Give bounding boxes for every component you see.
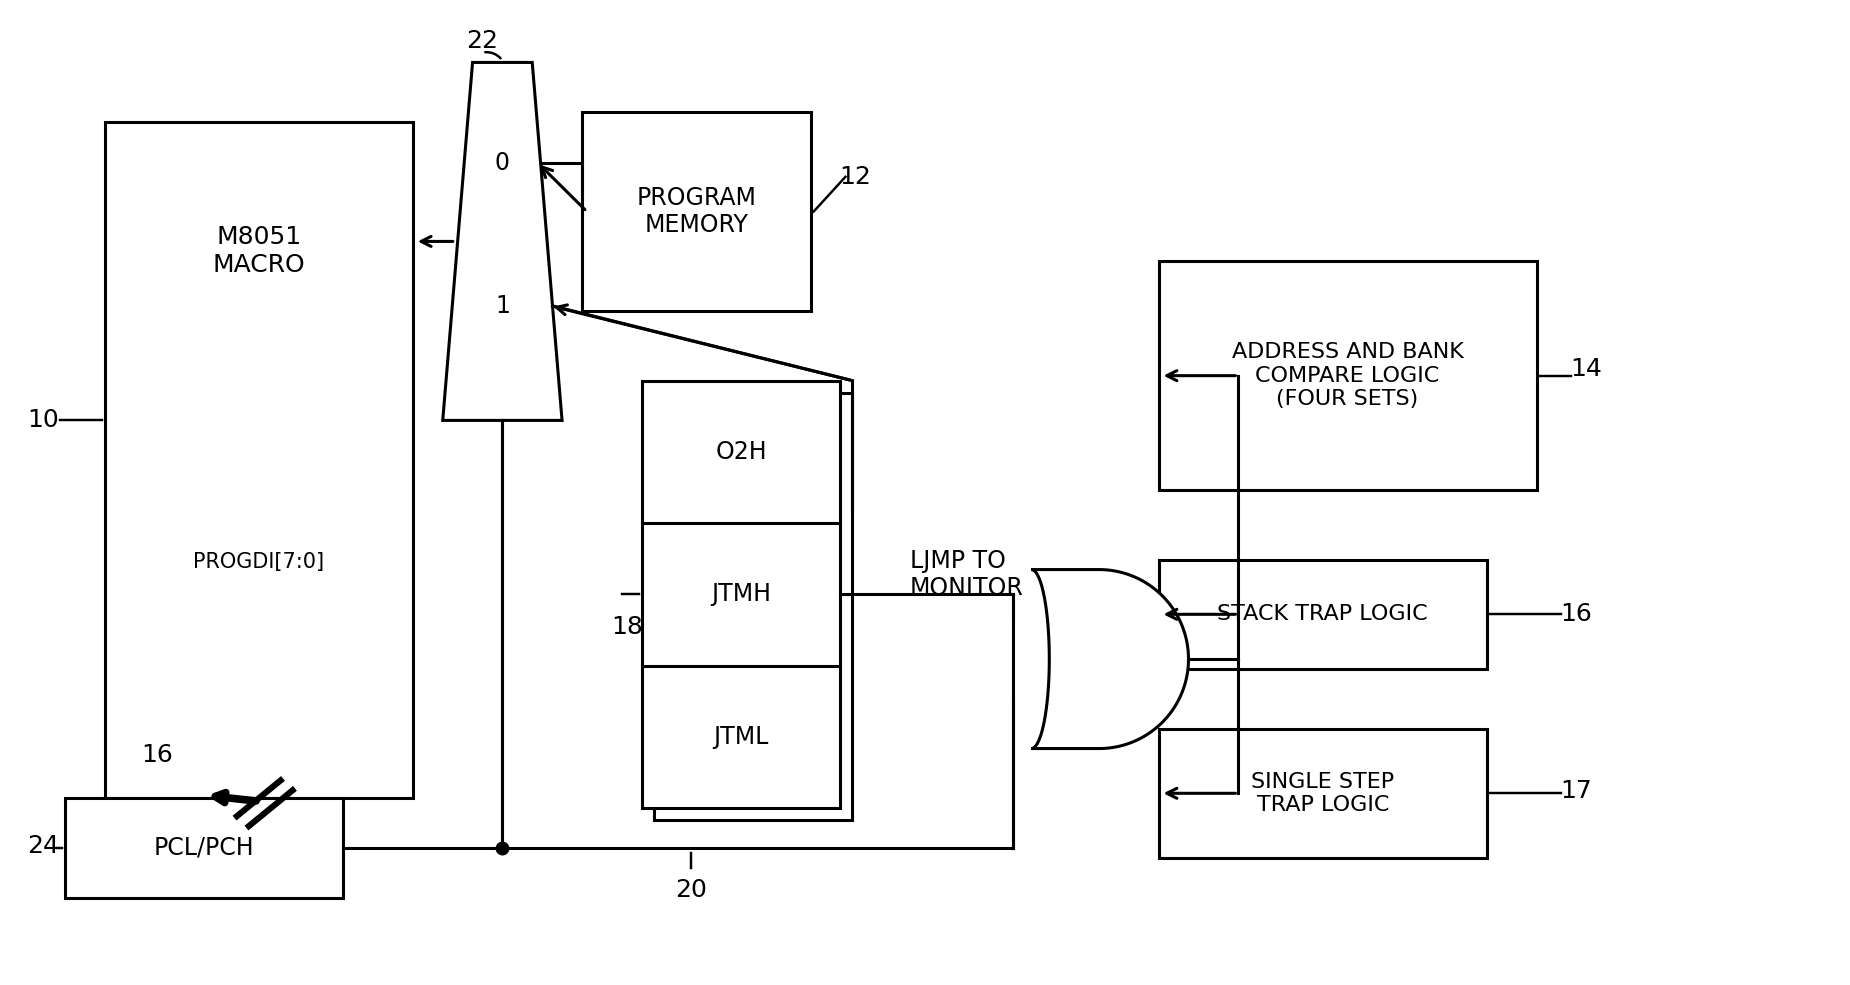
Text: 24: 24: [28, 834, 59, 858]
Text: 1: 1: [496, 294, 511, 318]
Text: ADDRESS AND BANK
COMPARE LOGIC
(FOUR SETS): ADDRESS AND BANK COMPARE LOGIC (FOUR SET…: [1232, 343, 1463, 409]
Bar: [105, 122, 413, 798]
Bar: [642, 380, 840, 809]
Text: 22: 22: [466, 29, 498, 52]
Text: 18: 18: [610, 616, 642, 639]
Text: 16: 16: [1560, 602, 1593, 626]
Text: M8051
MACRO: M8051 MACRO: [213, 226, 305, 277]
Text: SINGLE STEP
TRAP LOGIC: SINGLE STEP TRAP LOGIC: [1251, 771, 1395, 815]
Polygon shape: [442, 62, 562, 421]
Text: 20: 20: [675, 878, 707, 901]
Bar: [1158, 559, 1487, 669]
Text: 10: 10: [28, 409, 59, 432]
Text: JTML: JTML: [714, 725, 770, 749]
Bar: [653, 393, 853, 821]
Bar: [65, 798, 344, 897]
Text: 12: 12: [840, 164, 871, 189]
Text: STACK TRAP LOGIC: STACK TRAP LOGIC: [1217, 605, 1428, 624]
Text: PCL/PCH: PCL/PCH: [154, 836, 255, 860]
Text: LJMP TO
MONITOR: LJMP TO MONITOR: [910, 549, 1023, 601]
Text: PROGRAM
MEMORY: PROGRAM MEMORY: [636, 186, 757, 237]
Polygon shape: [1032, 569, 1188, 749]
Text: O2H: O2H: [716, 440, 768, 464]
Bar: [583, 112, 810, 311]
Text: 17: 17: [1560, 779, 1593, 804]
Bar: [1158, 261, 1537, 490]
Text: 16: 16: [141, 743, 174, 766]
Text: 0: 0: [496, 151, 511, 174]
Text: 14: 14: [1571, 357, 1602, 380]
Text: PROGDI[7:0]: PROGDI[7:0]: [192, 552, 324, 571]
Bar: [1158, 729, 1487, 858]
Text: JTMH: JTMH: [710, 582, 771, 607]
